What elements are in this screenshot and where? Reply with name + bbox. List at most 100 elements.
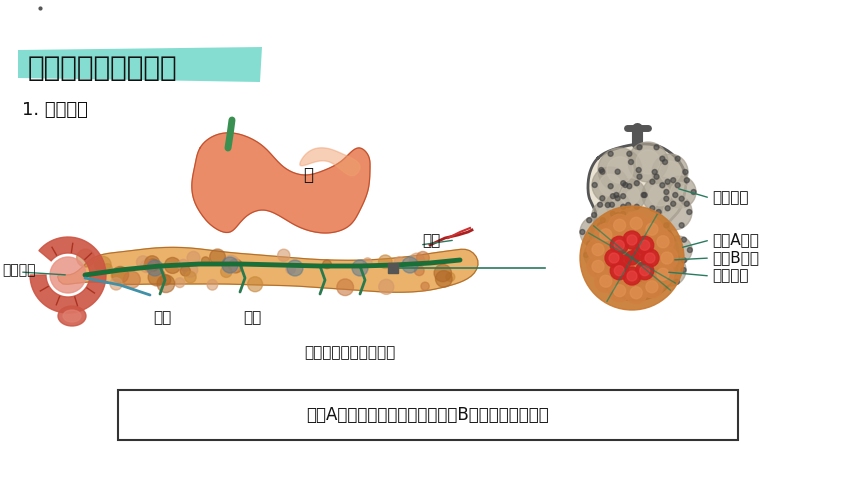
Circle shape: [609, 214, 630, 236]
Circle shape: [670, 258, 674, 263]
Circle shape: [679, 196, 685, 201]
Circle shape: [144, 256, 160, 271]
Circle shape: [587, 239, 609, 260]
Ellipse shape: [58, 306, 86, 326]
Circle shape: [637, 145, 642, 150]
Circle shape: [337, 279, 353, 296]
Circle shape: [587, 218, 592, 223]
Circle shape: [646, 223, 658, 235]
Circle shape: [657, 236, 669, 248]
Circle shape: [178, 259, 188, 270]
Circle shape: [687, 210, 691, 214]
Circle shape: [621, 212, 625, 216]
Circle shape: [660, 161, 681, 183]
Circle shape: [598, 207, 614, 224]
Circle shape: [625, 282, 648, 304]
Circle shape: [634, 293, 638, 298]
Circle shape: [642, 177, 678, 213]
Text: 胰岛B细胞: 胰岛B细胞: [712, 251, 759, 266]
Circle shape: [600, 218, 605, 223]
Polygon shape: [192, 133, 370, 233]
Circle shape: [608, 184, 613, 189]
Circle shape: [681, 237, 686, 242]
Circle shape: [622, 293, 627, 298]
Circle shape: [622, 272, 627, 277]
Circle shape: [590, 242, 594, 247]
Circle shape: [685, 201, 690, 206]
Circle shape: [636, 150, 660, 174]
Circle shape: [662, 160, 667, 165]
Circle shape: [634, 272, 638, 277]
Circle shape: [643, 273, 660, 290]
Text: 十二指肠: 十二指肠: [2, 263, 35, 277]
Circle shape: [625, 251, 639, 265]
Circle shape: [416, 252, 429, 264]
Circle shape: [626, 202, 630, 208]
Text: 胰腺: 胰腺: [243, 310, 261, 325]
Circle shape: [287, 260, 303, 276]
Circle shape: [175, 278, 185, 287]
Circle shape: [681, 258, 686, 263]
Circle shape: [627, 235, 637, 245]
Circle shape: [600, 196, 605, 201]
Circle shape: [650, 206, 654, 211]
Circle shape: [641, 218, 663, 240]
Text: 胰岛A细胞: 胰岛A细胞: [712, 232, 759, 247]
Circle shape: [664, 196, 669, 201]
Circle shape: [660, 183, 665, 188]
Circle shape: [584, 241, 612, 269]
Ellipse shape: [63, 310, 81, 322]
Circle shape: [608, 151, 613, 156]
Circle shape: [660, 156, 665, 161]
Text: 胃: 胃: [303, 166, 313, 184]
Circle shape: [148, 269, 166, 286]
Circle shape: [599, 229, 611, 241]
Circle shape: [652, 169, 657, 175]
Circle shape: [654, 254, 686, 286]
Circle shape: [598, 202, 603, 207]
Circle shape: [395, 257, 403, 266]
Circle shape: [111, 269, 125, 282]
Circle shape: [643, 290, 648, 295]
Circle shape: [660, 256, 666, 261]
Circle shape: [621, 194, 625, 198]
Circle shape: [630, 217, 642, 229]
Circle shape: [580, 229, 585, 235]
Circle shape: [610, 202, 614, 207]
Circle shape: [629, 160, 634, 165]
Polygon shape: [58, 247, 478, 292]
Circle shape: [649, 184, 671, 206]
Polygon shape: [18, 47, 262, 82]
Circle shape: [421, 282, 429, 290]
Circle shape: [157, 275, 175, 292]
Text: 二、血糖平衡的调节: 二、血糖平衡的调节: [28, 54, 178, 82]
Circle shape: [642, 193, 648, 197]
Circle shape: [185, 272, 196, 283]
Circle shape: [652, 154, 688, 190]
Text: 毛细血管: 毛细血管: [712, 269, 748, 284]
Circle shape: [605, 202, 611, 208]
Polygon shape: [30, 237, 106, 313]
Circle shape: [584, 253, 588, 257]
Circle shape: [605, 249, 623, 267]
Circle shape: [614, 179, 646, 211]
Circle shape: [640, 240, 649, 250]
Circle shape: [687, 247, 692, 253]
Circle shape: [652, 263, 674, 285]
Circle shape: [639, 283, 644, 287]
Circle shape: [645, 253, 655, 263]
Circle shape: [592, 243, 604, 256]
Circle shape: [607, 157, 633, 183]
Circle shape: [207, 280, 218, 290]
Text: 胰岛A细胞分泌胰高血糖素，胰岛B细胞分泌胰岛素。: 胰岛A细胞分泌胰高血糖素，胰岛B细胞分泌胰岛素。: [307, 406, 550, 424]
Circle shape: [674, 279, 679, 284]
Circle shape: [601, 242, 606, 247]
Circle shape: [183, 263, 198, 277]
Circle shape: [620, 185, 640, 205]
Circle shape: [625, 212, 648, 234]
Circle shape: [627, 151, 632, 156]
Bar: [388, 263, 398, 273]
Circle shape: [616, 283, 621, 287]
Circle shape: [664, 190, 669, 195]
Circle shape: [592, 212, 597, 217]
